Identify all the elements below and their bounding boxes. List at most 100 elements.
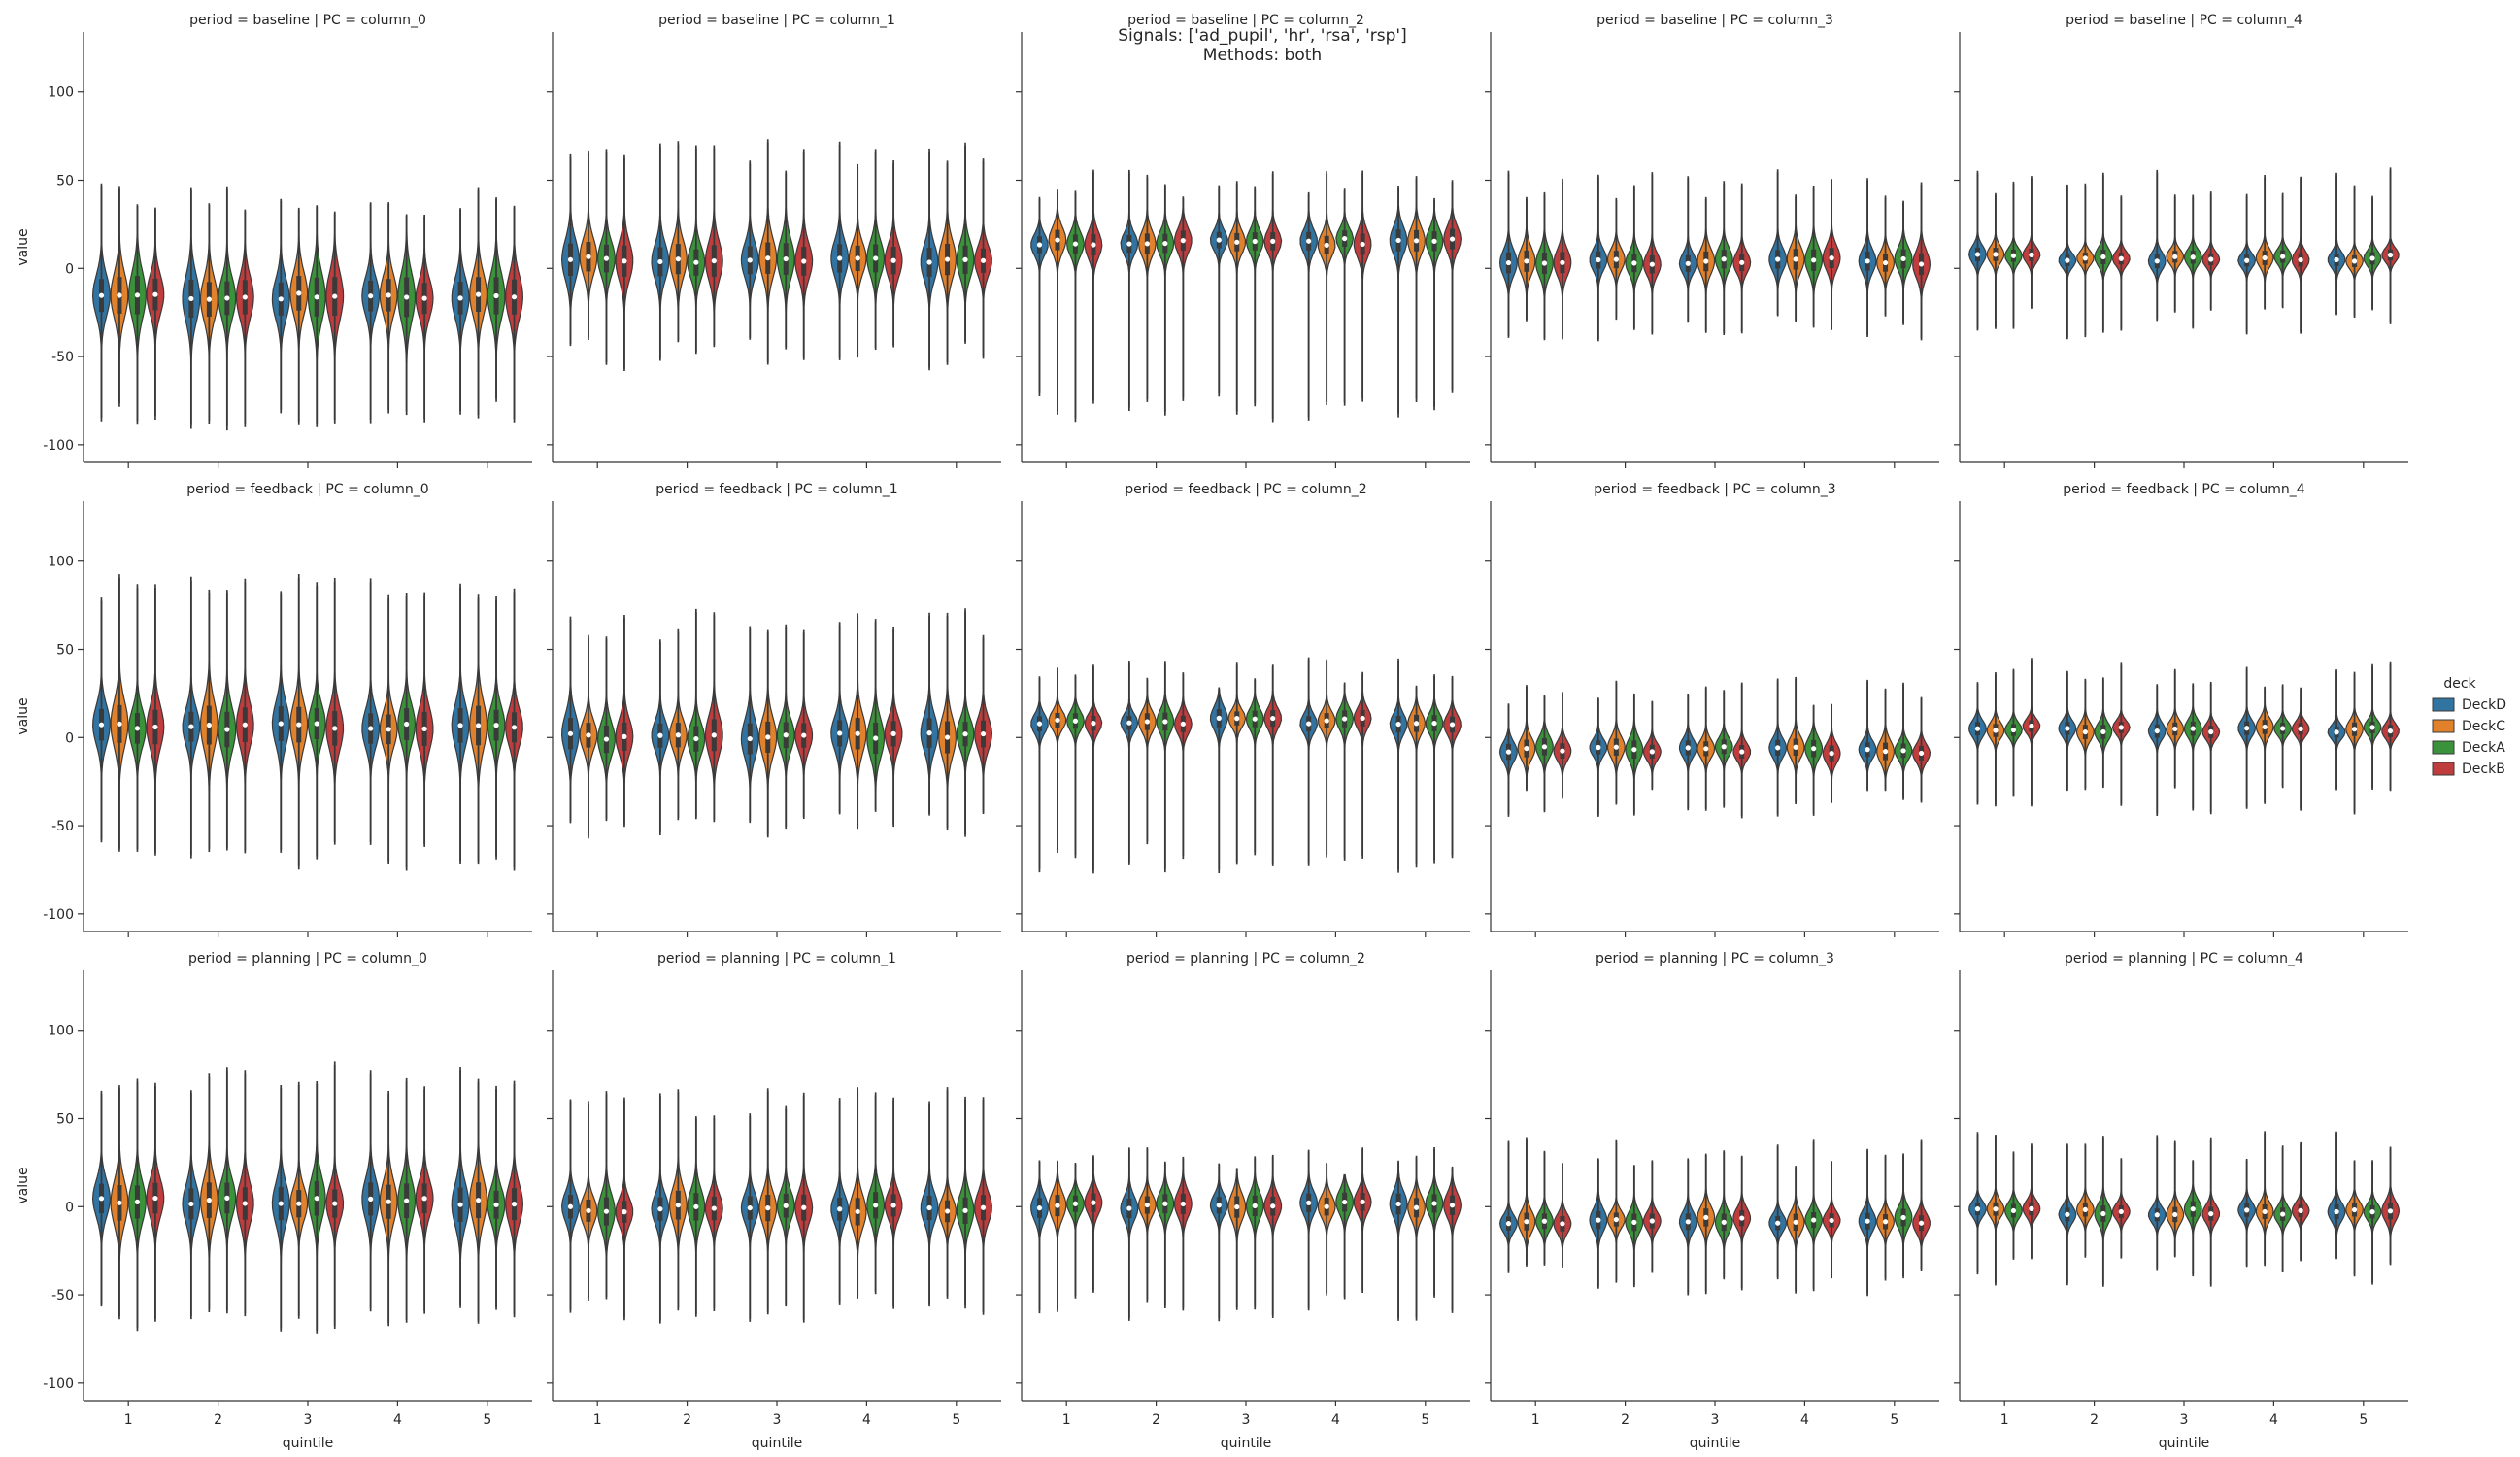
x-tick-label: 5 bbox=[952, 1412, 960, 1428]
x-tick-label: 3 bbox=[1242, 1412, 1251, 1428]
violin-median bbox=[944, 1208, 951, 1214]
violin-median bbox=[386, 1199, 391, 1204]
facet-panel: period = planning | PC = column_2 1 2 3 4 5 qu… bbox=[1016, 951, 1470, 1451]
violin-median bbox=[1882, 1219, 1889, 1225]
violin-median bbox=[1811, 257, 1817, 263]
panel-title: period = planning | PC = column_2 bbox=[1126, 951, 1365, 966]
y-tick-label: 50 bbox=[56, 643, 74, 659]
violin-median bbox=[2298, 1207, 2303, 1213]
violin-median bbox=[2029, 723, 2034, 729]
violin-median bbox=[693, 1203, 699, 1209]
violin-median bbox=[1036, 721, 1043, 727]
violin-median bbox=[2190, 1206, 2196, 1212]
violin-median bbox=[1739, 1215, 1745, 1221]
violin-median bbox=[1306, 238, 1312, 244]
violin-median bbox=[1055, 237, 1060, 243]
violin-median bbox=[98, 1196, 105, 1202]
violin-median bbox=[711, 732, 717, 738]
violin-median bbox=[1775, 745, 1781, 751]
violin-median bbox=[657, 732, 663, 738]
facet-panel: period = planning | PC = column_4 1 2 3 4 5 qu… bbox=[1954, 951, 2408, 1451]
violin-median bbox=[475, 723, 482, 728]
facet-panel: period = feedback | PC = column_2 bbox=[1016, 482, 1470, 937]
violin-median bbox=[1449, 1203, 1456, 1208]
violin-median bbox=[1270, 715, 1276, 722]
violin-median bbox=[2298, 726, 2303, 732]
x-tick-label: 2 bbox=[683, 1412, 691, 1428]
x-tick-label: 4 bbox=[1331, 1412, 1340, 1428]
violin-median bbox=[1395, 1201, 1401, 1207]
violin-median bbox=[2208, 728, 2214, 735]
violin-median bbox=[1811, 1217, 1817, 1223]
violin-median bbox=[332, 293, 338, 299]
panel-title: period = feedback | PC = column_4 bbox=[2063, 482, 2305, 497]
violin-median bbox=[1216, 237, 1222, 243]
violin-median bbox=[2010, 1207, 2017, 1214]
violin-median bbox=[1631, 1219, 1637, 1225]
violin-median bbox=[962, 1207, 968, 1213]
violin-median bbox=[675, 1203, 681, 1208]
violin-median bbox=[1900, 255, 1906, 262]
violin-median bbox=[2118, 1208, 2124, 1215]
violin-median bbox=[765, 734, 771, 740]
violin-median bbox=[152, 724, 158, 730]
violin-median bbox=[675, 732, 681, 738]
violin-median bbox=[1900, 748, 1906, 754]
violin-median bbox=[2369, 255, 2375, 261]
violin-median bbox=[747, 735, 753, 742]
violin-median bbox=[1541, 744, 1548, 750]
y-tick-label: -50 bbox=[51, 819, 74, 834]
violin-median bbox=[2334, 1208, 2339, 1215]
panel-title: period = baseline | PC = column_4 bbox=[2066, 13, 2302, 28]
panel-title: period = planning | PC = column_1 bbox=[657, 951, 896, 966]
violin-median bbox=[457, 723, 463, 728]
violin-median bbox=[855, 1208, 860, 1215]
violin-median bbox=[1505, 1221, 1512, 1227]
violin-median bbox=[2369, 725, 2375, 730]
violin-median bbox=[962, 731, 968, 737]
violin-median bbox=[1974, 252, 1981, 257]
violin-median bbox=[1631, 747, 1637, 753]
violin-median bbox=[296, 1201, 302, 1206]
violin-median bbox=[2208, 1210, 2214, 1217]
y-tick-label: 100 bbox=[48, 85, 74, 101]
violin-median bbox=[926, 1204, 932, 1211]
y-tick-label: -100 bbox=[43, 1376, 74, 1392]
violin-median bbox=[2244, 726, 2250, 731]
violin-median bbox=[1505, 259, 1512, 266]
violin-median bbox=[1613, 1216, 1619, 1223]
y-tick-label: 100 bbox=[48, 555, 74, 570]
violin-median bbox=[1252, 1203, 1258, 1208]
y-tick-label: 50 bbox=[56, 1112, 74, 1128]
violin-median bbox=[1865, 258, 1870, 264]
violin-median bbox=[2351, 727, 2358, 732]
violin-median bbox=[1126, 1205, 1132, 1211]
violin-median bbox=[1449, 236, 1456, 242]
violin-median bbox=[457, 1202, 463, 1207]
violin-median bbox=[2244, 257, 2250, 263]
violin-median bbox=[1091, 721, 1096, 727]
violin-median bbox=[493, 1202, 499, 1207]
violin-median bbox=[1918, 750, 1925, 757]
violin-median bbox=[2190, 726, 2196, 731]
x-tick-label: 2 bbox=[1152, 1412, 1160, 1428]
violin-median bbox=[1993, 252, 1999, 257]
violin-median bbox=[980, 257, 987, 263]
x-axis-label: quintile bbox=[752, 1436, 802, 1451]
x-tick-label: 5 bbox=[2359, 1412, 2368, 1428]
violin-median bbox=[1865, 1218, 1870, 1224]
violin-median bbox=[2351, 1206, 2358, 1213]
violin-median bbox=[117, 1200, 122, 1205]
violin-median bbox=[1144, 719, 1150, 725]
violin-median bbox=[368, 1196, 374, 1202]
violin-median bbox=[368, 726, 374, 731]
violin-median bbox=[747, 257, 753, 263]
violin-median bbox=[98, 292, 105, 298]
violin-median bbox=[152, 1195, 158, 1202]
violin-median bbox=[622, 258, 627, 264]
violin-median bbox=[1072, 718, 1079, 724]
violin-median bbox=[890, 730, 896, 736]
violin-median bbox=[188, 1201, 194, 1207]
violin-median bbox=[278, 1201, 284, 1206]
violin-median bbox=[1811, 746, 1817, 752]
